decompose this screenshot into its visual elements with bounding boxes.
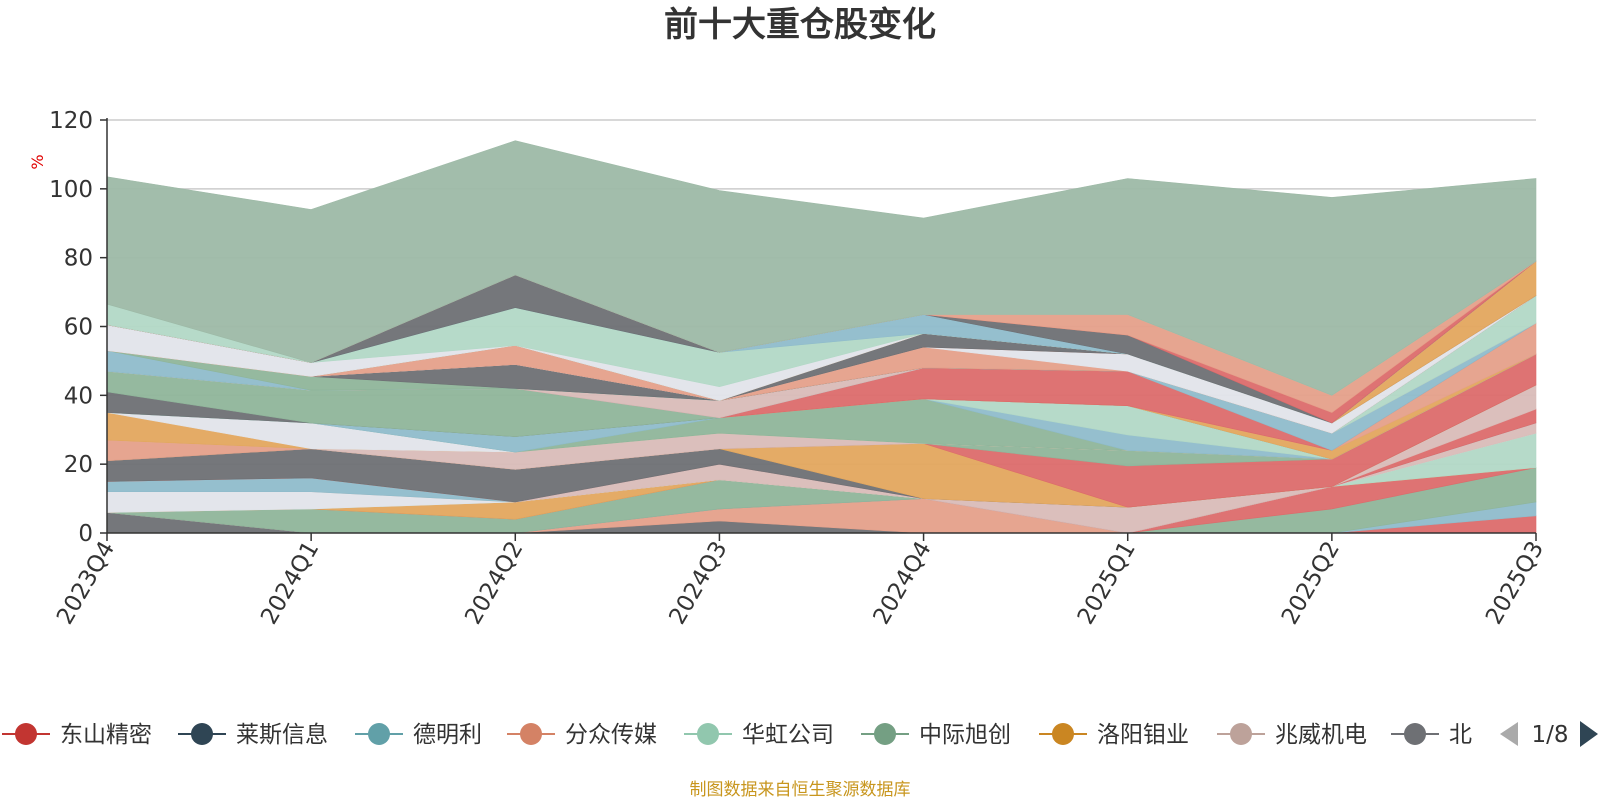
y-tick-label: 100 bbox=[49, 177, 93, 203]
legend-page-indicator: 1/8 bbox=[1531, 722, 1568, 748]
legend-item[interactable]: 兆威机电 bbox=[1217, 722, 1367, 748]
legend-circle-marker bbox=[1230, 723, 1252, 745]
legend-circle-marker bbox=[191, 723, 213, 745]
legend-label: 东山精密 bbox=[60, 722, 152, 748]
y-tick-label: 40 bbox=[64, 383, 93, 409]
y-axis-unit-label: % bbox=[28, 154, 47, 169]
x-tick-label: 2025Q3 bbox=[1481, 537, 1549, 629]
x-tick-label: 2024Q3 bbox=[664, 537, 732, 629]
legend-label: 华虹公司 bbox=[742, 722, 834, 748]
legend-item[interactable]: 中际旭创 bbox=[861, 722, 1011, 748]
legend-item[interactable]: 分众传媒 bbox=[507, 722, 657, 748]
legend-item[interactable]: 东山精密 bbox=[2, 722, 152, 748]
x-tick-label: 2024Q4 bbox=[869, 537, 937, 629]
legend-next-page-icon[interactable] bbox=[1580, 721, 1598, 747]
chart-title: 前十大重仓股变化 bbox=[664, 5, 936, 45]
data-source-footer: 制图数据来自恒生聚源数据库 bbox=[690, 780, 911, 800]
area-series-48 bbox=[106, 140, 1537, 396]
y-tick-label: 60 bbox=[64, 315, 93, 341]
x-tick-label: 2024Q1 bbox=[256, 537, 324, 629]
legend-item[interactable]: 德明利 bbox=[355, 722, 482, 748]
legend-circle-marker bbox=[1052, 723, 1074, 745]
legend-label: 德明利 bbox=[413, 722, 482, 748]
legend-circle-marker bbox=[15, 723, 37, 745]
x-tick-label: 2024Q2 bbox=[460, 537, 528, 629]
legend-circle-marker bbox=[1404, 723, 1426, 745]
y-tick-label: 0 bbox=[78, 521, 93, 547]
legend-circle-marker bbox=[520, 723, 542, 745]
x-tick-label: 2023Q4 bbox=[52, 537, 120, 629]
y-tick-label: 20 bbox=[64, 452, 93, 478]
legend-label: 中际旭创 bbox=[919, 722, 1011, 748]
legend-prev-page-icon[interactable] bbox=[1500, 722, 1518, 746]
legend-circle-marker bbox=[874, 723, 896, 745]
legend-item[interactable]: 北 bbox=[1391, 722, 1472, 748]
legend-label: 北 bbox=[1449, 722, 1472, 748]
legend-label: 分众传媒 bbox=[565, 722, 657, 748]
legend-circle-marker bbox=[697, 723, 719, 745]
x-tick-label: 2025Q2 bbox=[1277, 537, 1345, 629]
legend-circle-marker bbox=[368, 723, 390, 745]
legend-label: 莱斯信息 bbox=[236, 722, 328, 748]
legend-item[interactable]: 华虹公司 bbox=[684, 722, 834, 748]
legend-item[interactable]: 莱斯信息 bbox=[178, 722, 328, 748]
legend-label: 洛阳钼业 bbox=[1097, 722, 1189, 748]
legend-item[interactable]: 洛阳钼业 bbox=[1039, 722, 1189, 748]
area-series-group bbox=[106, 140, 1537, 534]
legend-label: 兆威机电 bbox=[1275, 722, 1367, 748]
y-tick-label: 80 bbox=[64, 246, 93, 272]
y-tick-label: 120 bbox=[49, 108, 93, 134]
legend: 东山精密 莱斯信息 德明利 分众传媒 华虹公司 中际旭创 洛阳钼业 兆威机电 北 1/8 bbox=[2, 721, 1598, 748]
x-tick-label: 2025Q1 bbox=[1073, 537, 1141, 629]
